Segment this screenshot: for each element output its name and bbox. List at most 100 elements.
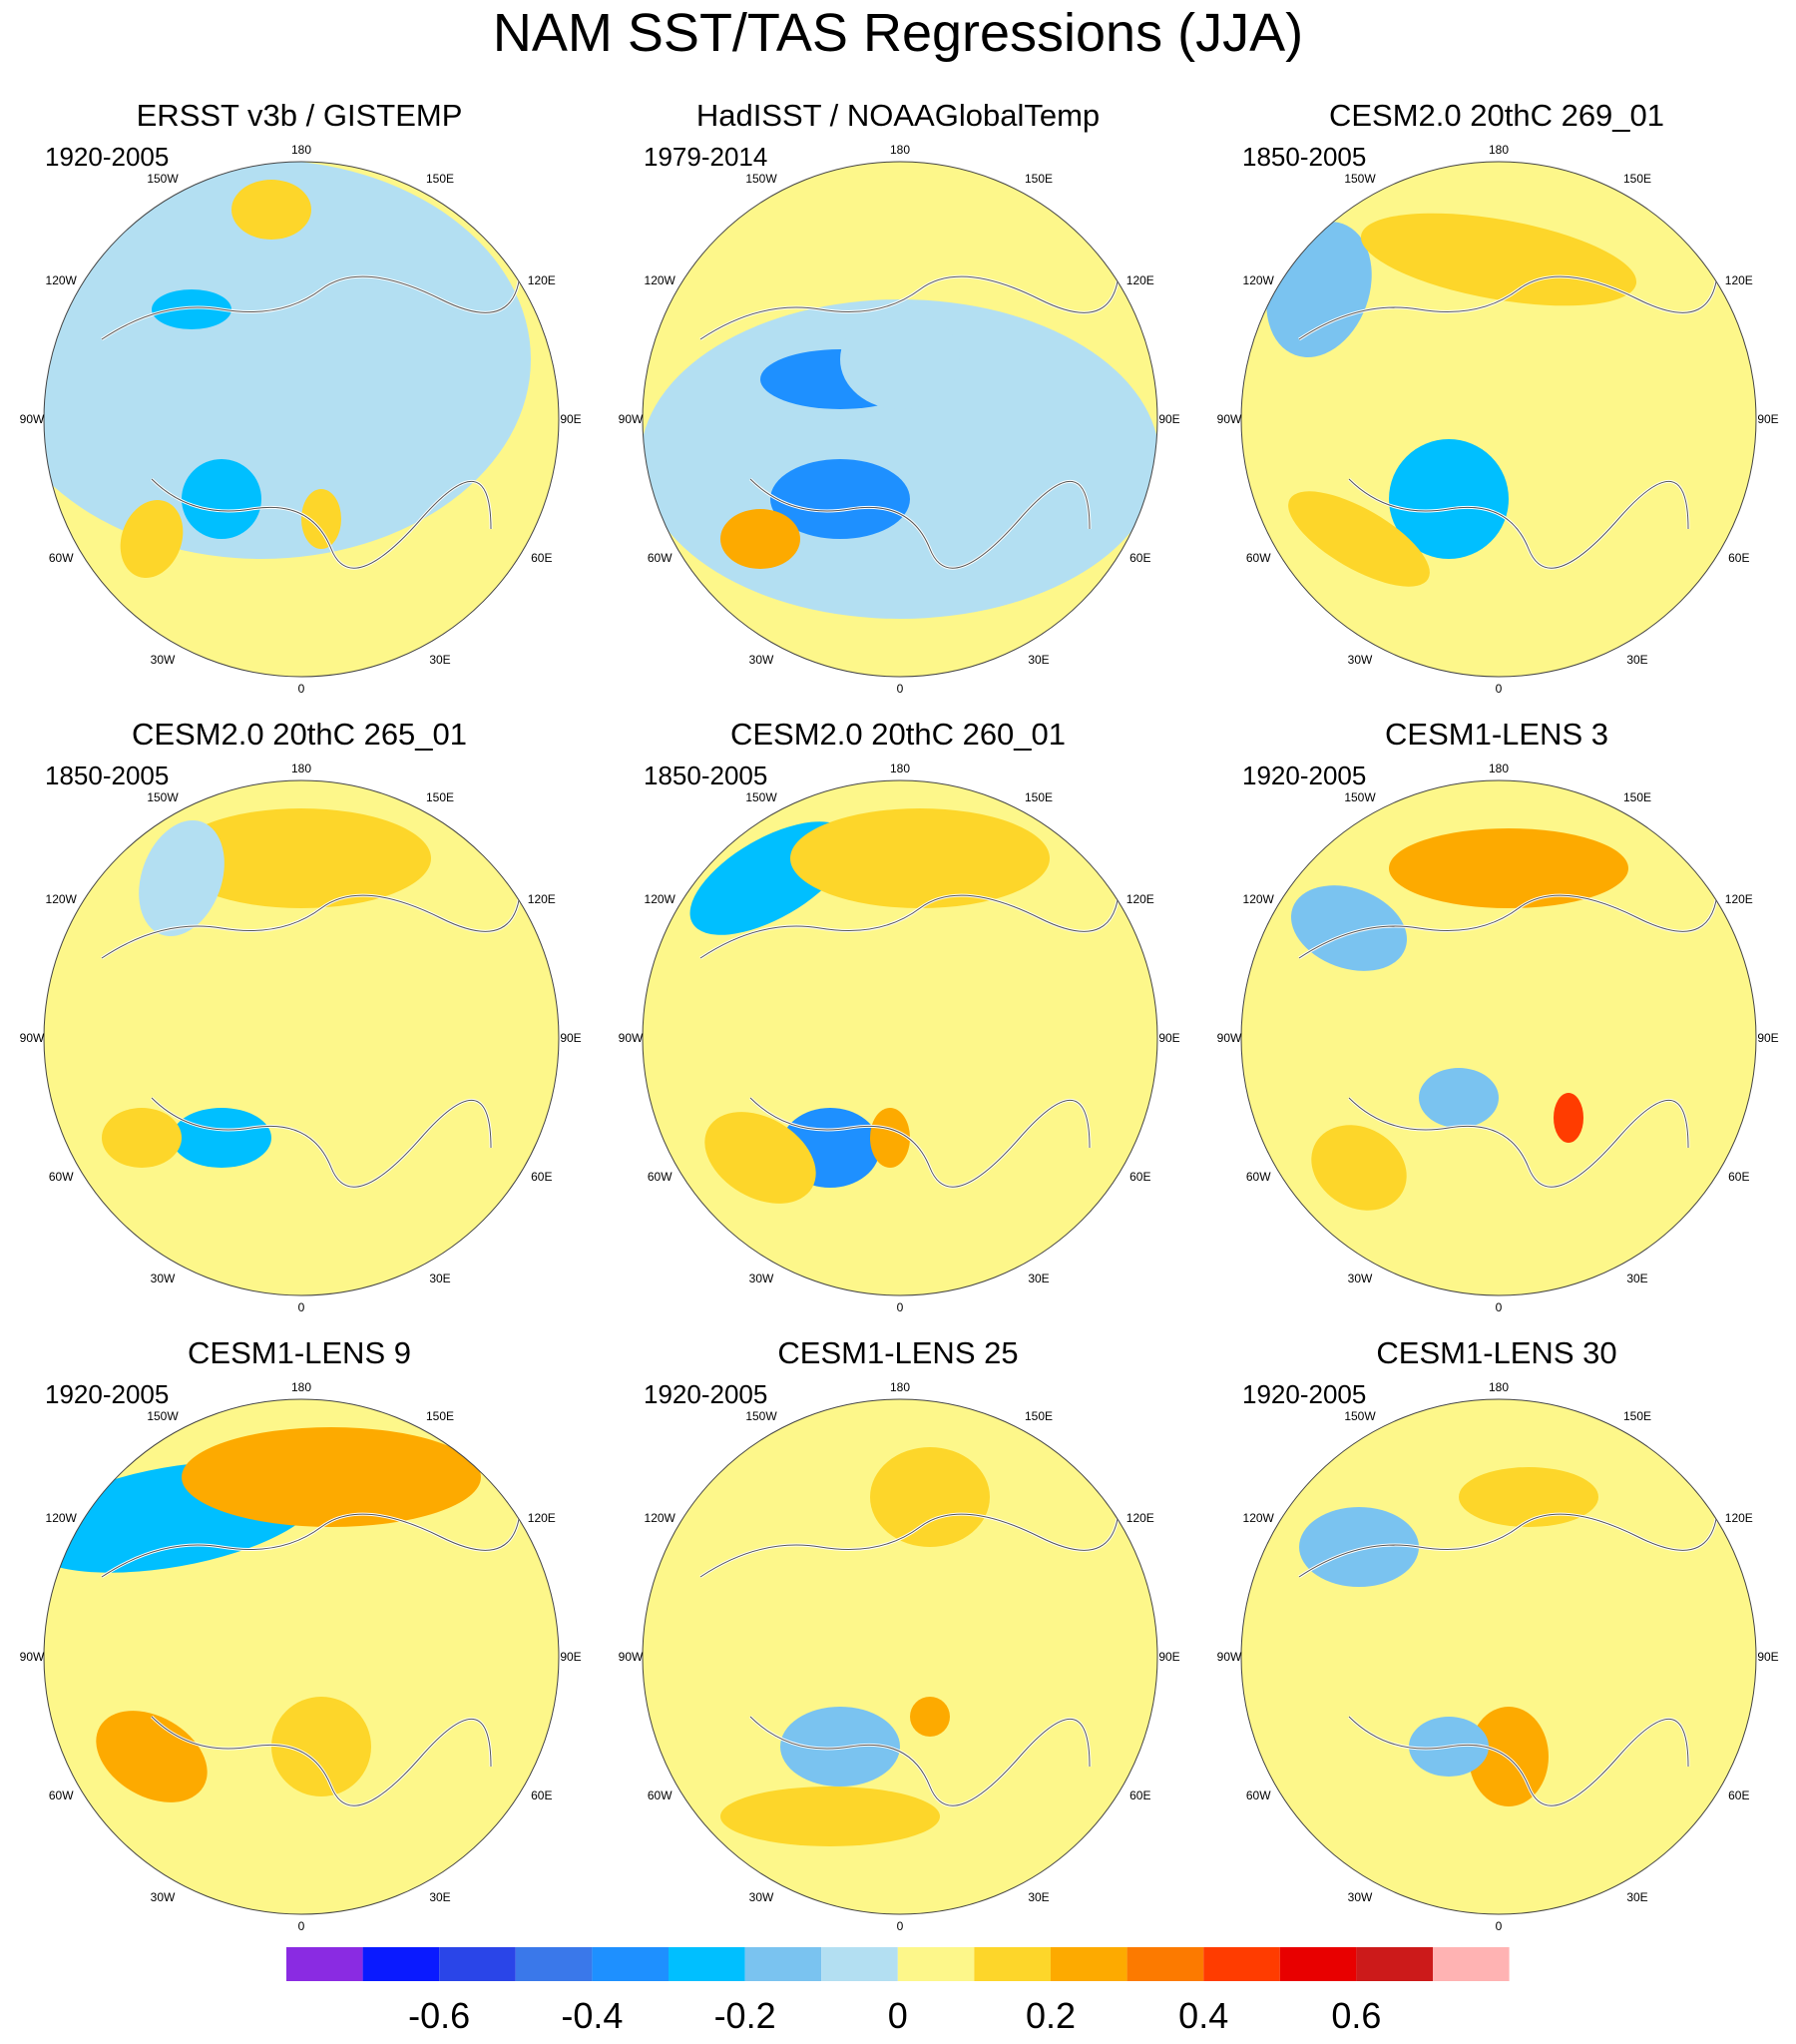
longitude-label: 0 bbox=[298, 682, 305, 696]
colorbar-tick-label: 0.4 bbox=[1178, 1995, 1228, 2036]
longitude-label: 120E bbox=[1725, 273, 1753, 287]
longitude-label: 180 bbox=[890, 143, 910, 157]
longitude-label: 30W bbox=[749, 1890, 774, 1904]
panel-title: CESM2.0 20thC 265_01 bbox=[131, 717, 468, 752]
longitude-label: 30E bbox=[1626, 1272, 1647, 1285]
panel-period: 1920-2005 bbox=[45, 142, 170, 172]
panel-period: 1979-2014 bbox=[644, 142, 768, 172]
longitude-label: 150W bbox=[147, 1409, 179, 1423]
anomaly-contour bbox=[182, 459, 261, 539]
panel-period: 1920-2005 bbox=[1242, 1379, 1367, 1409]
longitude-label: 120W bbox=[46, 1511, 78, 1525]
anomaly-contour bbox=[1389, 439, 1509, 559]
longitude-label: 30W bbox=[1348, 1272, 1373, 1285]
figure-title: NAM SST/TAS Regressions (JJA) bbox=[492, 3, 1304, 63]
map-boundary bbox=[1240, 161, 1757, 678]
map-panel: 180 150E 120E 90E 60E 30E 0 30W 60W 90W 120W 150W CE… bbox=[1197, 1329, 1796, 1948]
longitude-label: 120W bbox=[46, 892, 78, 906]
map-boundary bbox=[642, 1398, 1158, 1915]
coastline bbox=[699, 877, 1121, 1188]
longitude-label: 150W bbox=[1344, 172, 1376, 186]
longitude-label: 120E bbox=[1126, 273, 1154, 287]
longitude-label: 90W bbox=[20, 1650, 45, 1664]
longitude-label: 150W bbox=[1344, 1409, 1376, 1423]
longitude-label: 150E bbox=[1025, 1409, 1053, 1423]
longitude-label: 150E bbox=[426, 790, 454, 804]
polar-map: 180 150E 120E 90E 60E 30E 0 30W 60W 90W 120W 150W bbox=[20, 1380, 582, 1933]
coastline bbox=[101, 258, 522, 569]
map-panel: 180 150E 120E 90E 60E 30E 0 30W 60W 90W 120W 150W CE… bbox=[0, 1329, 599, 1948]
longitude-label: 180 bbox=[291, 143, 311, 157]
colorbar-swatch bbox=[1356, 1947, 1433, 1981]
longitude-label: 90E bbox=[1757, 412, 1778, 426]
longitude-label: 0 bbox=[1496, 1919, 1503, 1933]
longitude-label: 90E bbox=[1158, 1650, 1179, 1664]
longitude-label: 180 bbox=[1489, 762, 1509, 775]
longitude-label: 0 bbox=[897, 682, 904, 696]
longitude-label: 120W bbox=[645, 273, 676, 287]
coastline bbox=[1298, 258, 1719, 569]
anomaly-contour bbox=[770, 459, 910, 539]
polar-map: 180 150E 120E 90E 60E 30E 0 30W 60W 90W 120W 150W bbox=[619, 762, 1180, 1314]
anomaly-contour bbox=[231, 180, 311, 240]
panel-title: ERSST v3b / GISTEMP bbox=[136, 98, 463, 133]
longitude-label: 0 bbox=[298, 1919, 305, 1933]
map-boundary bbox=[43, 779, 560, 1296]
map-panel: 180 150E 120E 90E 60E 30E 0 30W 60W 90W 120W 150W CE… bbox=[0, 711, 599, 1329]
longitude-label: 60E bbox=[1129, 1170, 1150, 1184]
polar-map: 180 150E 120E 90E 60E 30E 0 30W 60W 90W 120W 150W bbox=[20, 762, 582, 1314]
anomaly-contour bbox=[96, 1711, 208, 1802]
longitude-label: 0 bbox=[298, 1300, 305, 1314]
anomaly-contour bbox=[1290, 885, 1408, 971]
longitude-label: 90E bbox=[1158, 1031, 1179, 1045]
longitude-label: 180 bbox=[291, 1380, 311, 1394]
longitude-label: 60W bbox=[1246, 1170, 1271, 1184]
anomaly-contour bbox=[870, 1447, 990, 1547]
longitude-label: 180 bbox=[890, 762, 910, 775]
polar-map: 180 150E 120E 90E 60E 30E 0 30W 60W 90W 120W 150W bbox=[619, 143, 1180, 696]
longitude-label: 150E bbox=[1025, 172, 1053, 186]
polar-map: 180 150E 120E 90E 60E 30E 0 30W 60W 90W 120W 150W bbox=[20, 143, 582, 696]
panel-period: 1850-2005 bbox=[1242, 142, 1367, 172]
panel-period: 1920-2005 bbox=[644, 1379, 768, 1409]
anomaly-contour bbox=[139, 819, 224, 937]
anomaly-contour bbox=[1389, 828, 1628, 908]
longitude-label: 150E bbox=[426, 1409, 454, 1423]
colorbar-swatch bbox=[821, 1947, 898, 1981]
longitude-label: 180 bbox=[1489, 143, 1509, 157]
panel-period: 1920-2005 bbox=[1242, 761, 1367, 790]
anomaly-contour bbox=[704, 1112, 816, 1204]
anomaly-contour bbox=[271, 1697, 371, 1796]
longitude-label: 90W bbox=[20, 412, 45, 426]
panel-period: 1850-2005 bbox=[45, 761, 170, 790]
longitude-label: 90E bbox=[560, 1031, 581, 1045]
longitude-label: 30W bbox=[151, 653, 176, 667]
map-boundary bbox=[43, 1398, 560, 1915]
coastline bbox=[699, 258, 1121, 569]
longitude-label: 90E bbox=[560, 1650, 581, 1664]
longitude-label: 60W bbox=[49, 1788, 74, 1802]
colorbar-swatch bbox=[669, 1947, 745, 1981]
anomaly-contour bbox=[790, 808, 1050, 908]
longitude-label: 150E bbox=[1025, 790, 1053, 804]
longitude-label: 30W bbox=[1348, 1890, 1373, 1904]
panel-title: CESM1-LENS 3 bbox=[1385, 717, 1608, 752]
longitude-label: 120W bbox=[1243, 892, 1275, 906]
longitude-label: 150E bbox=[1623, 1409, 1651, 1423]
longitude-label: 30E bbox=[1626, 1890, 1647, 1904]
anomaly-contour bbox=[840, 309, 960, 409]
anomaly-contour bbox=[1554, 1093, 1583, 1143]
colorbar-swatch bbox=[439, 1947, 516, 1981]
panel-title: CESM1-LENS 30 bbox=[1376, 1335, 1617, 1370]
map-boundary bbox=[642, 779, 1158, 1296]
anomaly-contour bbox=[720, 1787, 940, 1846]
longitude-label: 30E bbox=[429, 1272, 450, 1285]
longitude-label: 150E bbox=[1623, 790, 1651, 804]
longitude-label: 30W bbox=[749, 1272, 774, 1285]
longitude-label: 150W bbox=[745, 790, 777, 804]
colorbar-swatch bbox=[897, 1947, 975, 1981]
longitude-label: 30E bbox=[1028, 653, 1049, 667]
colorbar-tick-label: -0.4 bbox=[561, 1995, 623, 2036]
longitude-label: 120W bbox=[645, 892, 676, 906]
longitude-label: 90W bbox=[1217, 1650, 1242, 1664]
